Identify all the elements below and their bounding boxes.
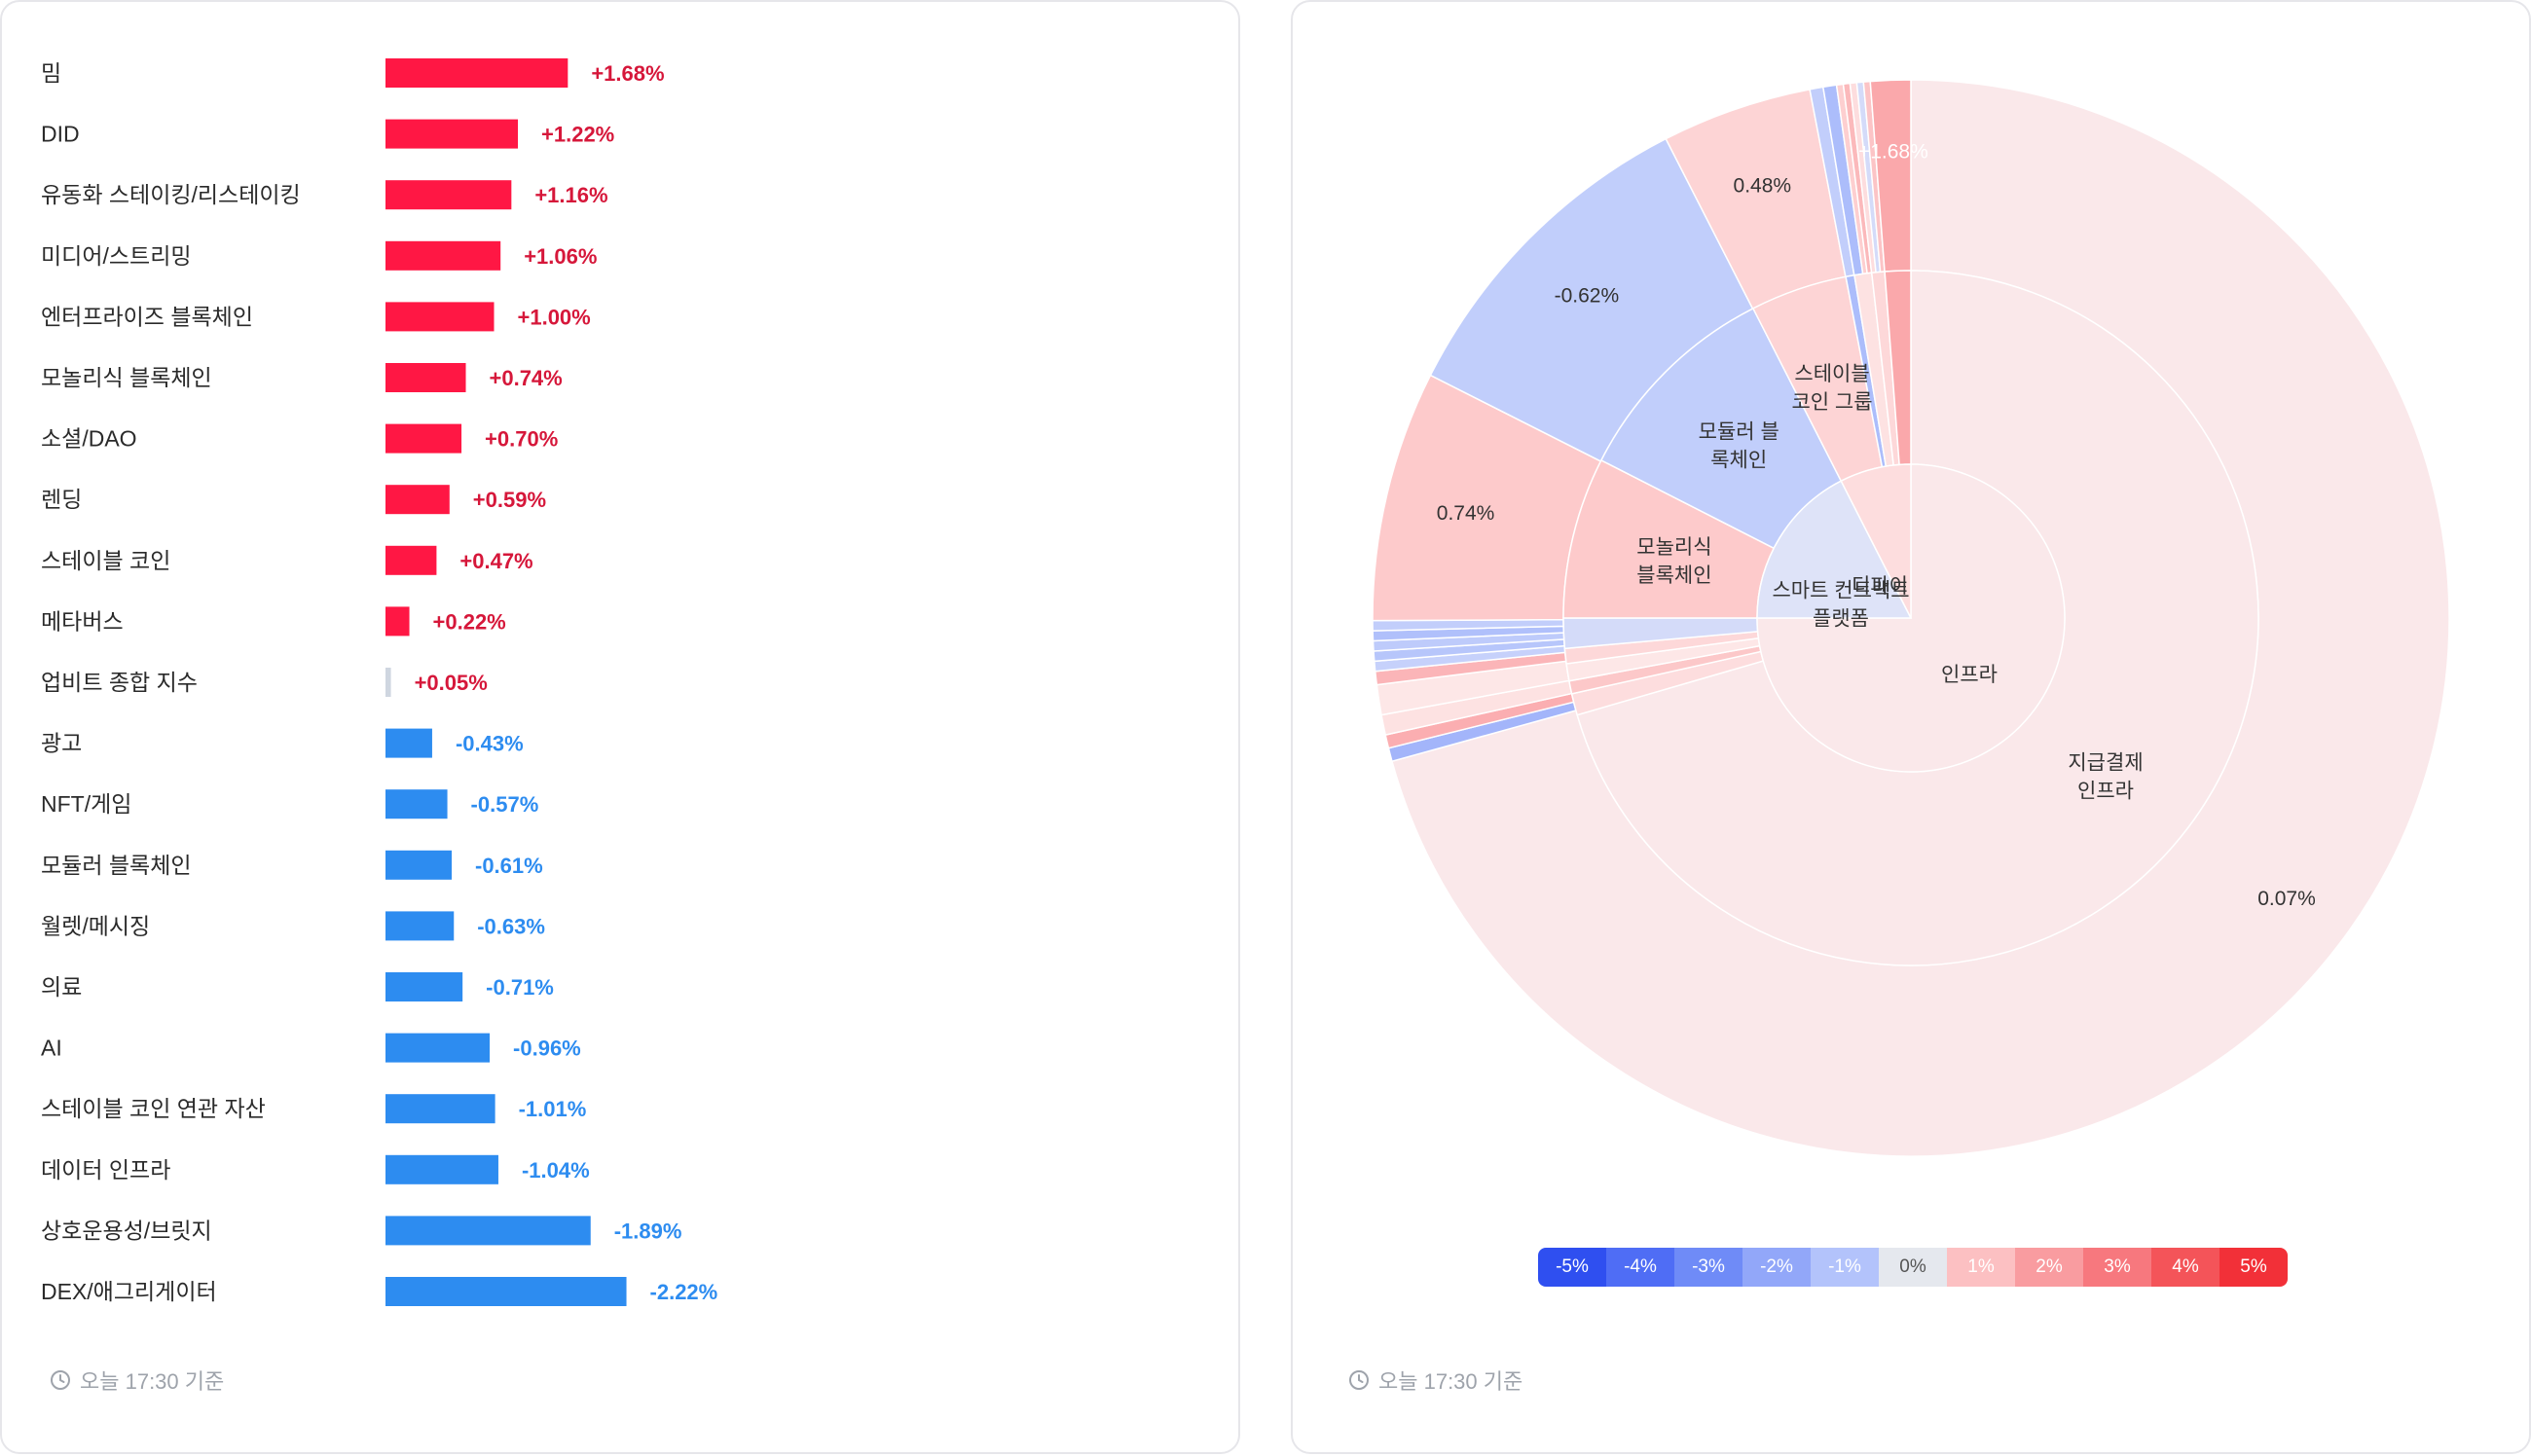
bar-category-label: 모듈러 블록체인 bbox=[41, 853, 192, 878]
legend-swatch: -5% bbox=[1538, 1248, 1606, 1287]
bar-value-label: -0.43% bbox=[456, 732, 524, 756]
legend-swatch: 5% bbox=[2219, 1248, 2288, 1287]
bar-value-label: -2.22% bbox=[650, 1280, 718, 1304]
bar[interactable] bbox=[385, 1033, 491, 1063]
sunburst-label: 모놀리식 블록체인 bbox=[1636, 536, 1711, 587]
legend-swatch: 1% bbox=[1947, 1248, 2015, 1287]
bar-value-label: -0.57% bbox=[471, 792, 539, 817]
bar[interactable] bbox=[385, 668, 391, 697]
bar-value-label: +1.16% bbox=[534, 183, 607, 207]
sunburst-label: 0.07% bbox=[2257, 888, 2316, 910]
clock-icon bbox=[51, 1370, 70, 1390]
legend-swatch: -4% bbox=[1606, 1248, 1674, 1287]
bar[interactable] bbox=[385, 423, 462, 454]
sector-sunburst-chart: 0.07% 0.74% -0.62% 0.48% +1.68% 지급결제 인프라 모놀리식 블록… bbox=[1372, 79, 2450, 1157]
bar-value-label: +0.22% bbox=[433, 609, 506, 634]
sunburst-label: -0.62% bbox=[1555, 284, 1620, 307]
bar-category-label: 스테이블 코인 연관 자산 bbox=[41, 1096, 266, 1121]
bar-category-label: 스테이블 코인 bbox=[41, 548, 170, 573]
sunburst-label: 모듈러 블 록체인 bbox=[1699, 421, 1779, 472]
legend-swatch: -2% bbox=[1742, 1248, 1811, 1287]
color-scale-legend: -5% -4% -3% -2% -1% 0% 1% 2% 3% 4% 5% bbox=[1538, 1248, 2288, 1287]
bar[interactable] bbox=[385, 789, 448, 819]
sunburst-label: 스테이블 코인 그룹 bbox=[1791, 363, 1872, 414]
sunburst-label: 0.48% bbox=[1734, 174, 1792, 197]
bar-category-label: 모놀리식 블록체인 bbox=[41, 365, 212, 390]
sunburst-label: 인프라 bbox=[1941, 664, 1998, 686]
timestamp-footer: 오늘 17:30 기준 bbox=[49, 1365, 224, 1396]
legend-swatch: 0% bbox=[1879, 1248, 1947, 1287]
bar-category-label: DID bbox=[41, 122, 80, 147]
timestamp-footer-right: 오늘 17:30 기준 bbox=[1347, 1365, 1522, 1396]
sunburst-segment-inner[interactable] bbox=[1840, 463, 1912, 619]
sunburst-label: 디파이 bbox=[1852, 575, 1908, 598]
bar-category-label: 광고 bbox=[41, 731, 82, 756]
bar-category-label: 소셜/DAO bbox=[41, 426, 137, 452]
bar[interactable] bbox=[385, 119, 519, 149]
bar[interactable] bbox=[385, 58, 569, 88]
bar[interactable] bbox=[385, 972, 463, 1001]
bar[interactable] bbox=[385, 1094, 495, 1124]
bar-category-label: 미디어/스트리밍 bbox=[41, 243, 192, 269]
bar-category-label: 업비트 종합 지수 bbox=[41, 670, 198, 695]
sector-sunburst-panel: 0.07% 0.74% -0.62% 0.48% +1.68% 지급결제 인프라 모놀리식 블록… bbox=[1291, 0, 2531, 1454]
bar-category-label: 유동화 스테이킹/리스테이킹 bbox=[41, 182, 301, 207]
bar[interactable] bbox=[385, 606, 410, 637]
bar-category-label: NFT/게임 bbox=[41, 791, 131, 817]
bar-value-label: -0.71% bbox=[486, 975, 554, 1000]
bar-value-label: -1.04% bbox=[522, 1158, 590, 1183]
bar-category-label: 메타버스 bbox=[41, 608, 124, 634]
bar-category-label: 렌딩 bbox=[41, 487, 82, 512]
bar[interactable] bbox=[385, 485, 450, 515]
bar-value-label: -0.63% bbox=[477, 914, 545, 938]
bar[interactable] bbox=[385, 545, 437, 575]
sector-bar-panel: 밈 +1.68% DID +1.22% 유동화 스테이킹/리스테이킹 +1.16% 미디어/… bbox=[0, 0, 1240, 1454]
timestamp-text: 오늘 17:30 기준 bbox=[1378, 1369, 1523, 1394]
clock-icon bbox=[1349, 1370, 1369, 1390]
bar-category-label: 의료 bbox=[41, 974, 82, 1000]
bar-value-label: -1.01% bbox=[519, 1097, 587, 1121]
bar-value-label: +0.59% bbox=[473, 488, 546, 512]
legend-swatch: 4% bbox=[2151, 1248, 2219, 1287]
bar-category-label: 엔터프라이즈 블록체인 bbox=[41, 304, 253, 329]
bar[interactable] bbox=[385, 728, 432, 758]
legend-swatch: -1% bbox=[1811, 1248, 1879, 1287]
bar-category-label: 밈 bbox=[41, 60, 61, 86]
bar-value-label: +1.06% bbox=[524, 244, 597, 269]
bar[interactable] bbox=[385, 1277, 627, 1306]
bar-value-label: +0.47% bbox=[459, 549, 532, 573]
bar-category-label: 월렛/메시징 bbox=[41, 913, 150, 938]
bar-category-label: AI bbox=[41, 1036, 62, 1061]
sunburst-label: 스마트 컨트랙트 플랫폼 bbox=[1772, 580, 1909, 631]
bar-category-label: 데이터 인프라 bbox=[41, 1157, 170, 1183]
bar-category-label: 상호운용성/브릿지 bbox=[41, 1218, 212, 1243]
bar-value-label: +1.68% bbox=[591, 61, 664, 86]
bar-value-label: +1.00% bbox=[518, 305, 591, 329]
bar[interactable] bbox=[385, 240, 501, 271]
bar-value-label: +0.70% bbox=[485, 427, 558, 452]
sunburst-segment-inner[interactable] bbox=[1756, 480, 1913, 619]
bar[interactable] bbox=[385, 850, 453, 880]
legend-swatch: 2% bbox=[2015, 1248, 2083, 1287]
bar[interactable] bbox=[385, 180, 512, 210]
timestamp-text: 오늘 17:30 기준 bbox=[80, 1369, 225, 1394]
bar-value-label: -1.89% bbox=[614, 1219, 682, 1243]
sunburst-label: 0.74% bbox=[1437, 502, 1495, 525]
bar-value-label: +0.74% bbox=[490, 366, 563, 390]
bar[interactable] bbox=[385, 302, 495, 332]
bar-category-label: DEX/애그리게이터 bbox=[41, 1279, 217, 1304]
bar[interactable] bbox=[385, 1216, 591, 1246]
bar-value-label: +0.05% bbox=[415, 671, 488, 695]
bar-value-label: +1.22% bbox=[541, 123, 614, 147]
sector-bar-chart: 밈 +1.68% DID +1.22% 유동화 스테이킹/리스테이킹 +1.16% 미디어/… bbox=[41, 58, 718, 1306]
legend-swatch: 3% bbox=[2083, 1248, 2151, 1287]
sunburst-label: +1.68% bbox=[1858, 140, 1928, 163]
bar[interactable] bbox=[385, 911, 455, 941]
bar-value-label: -0.61% bbox=[475, 854, 543, 878]
sunburst-label: 지급결제 인프라 bbox=[2068, 752, 2143, 803]
bar[interactable] bbox=[385, 363, 466, 392]
bar-value-label: -0.96% bbox=[513, 1037, 581, 1061]
bar[interactable] bbox=[385, 1154, 498, 1184]
legend-swatch: -3% bbox=[1674, 1248, 1742, 1287]
